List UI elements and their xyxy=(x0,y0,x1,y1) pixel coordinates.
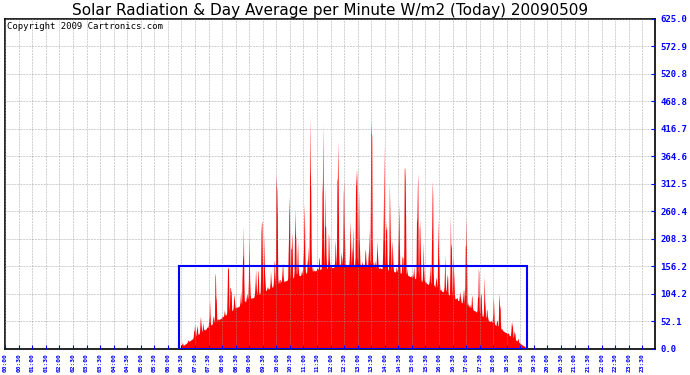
Bar xyxy=(179,266,527,349)
Title: Solar Radiation & Day Average per Minute W/m2 (Today) 20090509: Solar Radiation & Day Average per Minute… xyxy=(72,3,589,18)
Text: Copyright 2009 Cartronics.com: Copyright 2009 Cartronics.com xyxy=(7,22,162,31)
